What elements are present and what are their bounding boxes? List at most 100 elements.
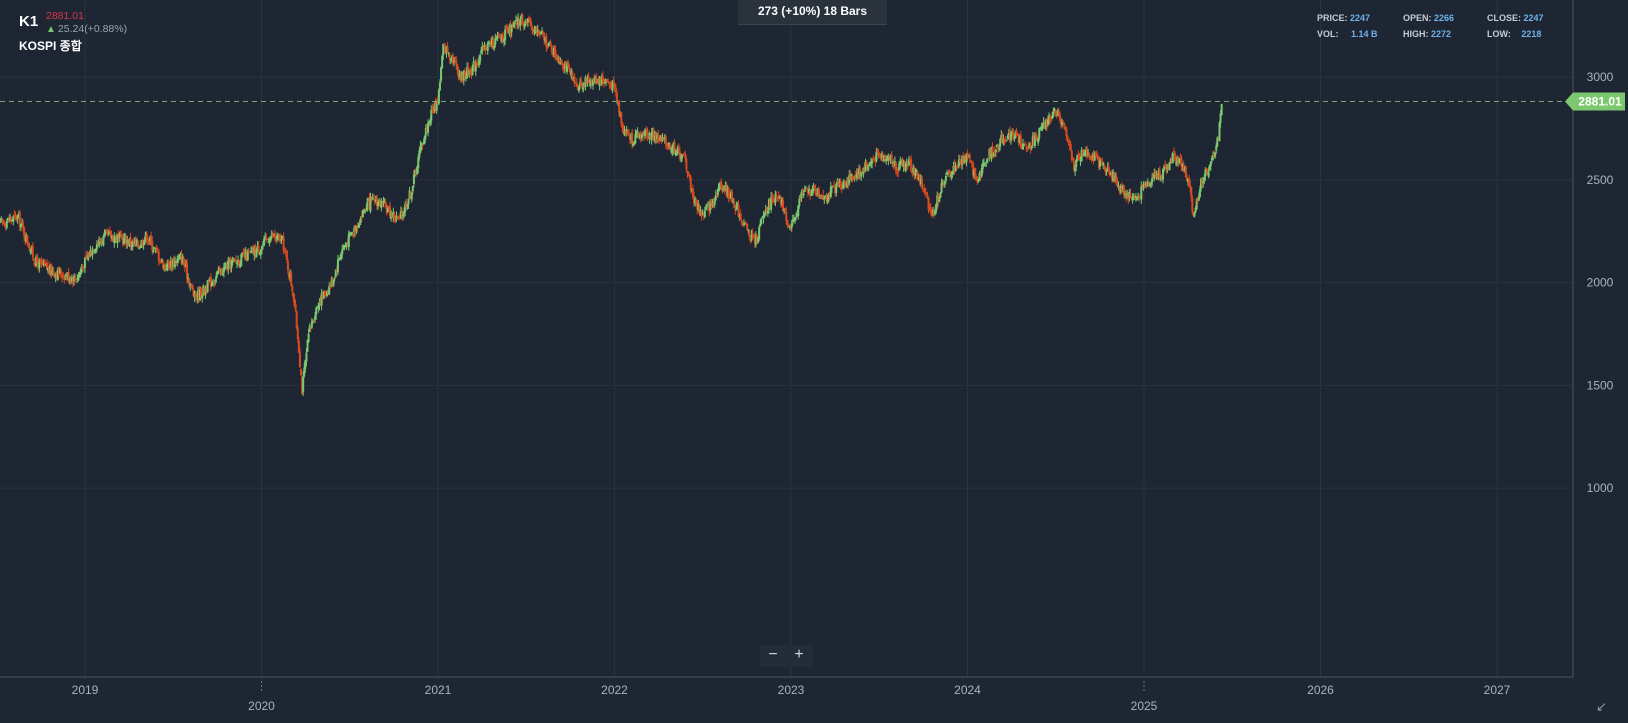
candle-body bbox=[376, 199, 379, 206]
candle-body bbox=[1130, 196, 1133, 199]
candle-body bbox=[140, 240, 143, 248]
zoom-out-button[interactable]: − bbox=[768, 646, 778, 663]
candle-body bbox=[548, 41, 551, 43]
candle-body bbox=[649, 134, 652, 140]
candle-body bbox=[672, 142, 675, 150]
candle-body bbox=[217, 268, 220, 270]
candle-body bbox=[684, 154, 687, 159]
candle-body bbox=[1081, 149, 1084, 155]
candle-body bbox=[48, 265, 51, 273]
candle-body bbox=[324, 293, 327, 295]
candle-body bbox=[189, 283, 192, 286]
candle-body bbox=[922, 189, 925, 191]
candle-body bbox=[614, 87, 617, 93]
candle-body bbox=[823, 196, 826, 200]
candle-body bbox=[127, 242, 130, 246]
candle-body bbox=[270, 233, 273, 235]
candle-body bbox=[1175, 162, 1178, 164]
candle-body bbox=[300, 368, 303, 376]
candle-body bbox=[303, 367, 306, 376]
zoom-controls bbox=[760, 645, 813, 667]
candle-body bbox=[1049, 116, 1052, 122]
candle-body bbox=[880, 153, 883, 159]
candle-body bbox=[6, 217, 9, 222]
candle-body bbox=[146, 239, 149, 242]
last-price-label: 2881.01 bbox=[1578, 95, 1622, 109]
candle-body bbox=[845, 181, 848, 186]
candle-body bbox=[126, 240, 129, 245]
candle-body bbox=[328, 286, 331, 295]
candle-body bbox=[910, 159, 913, 172]
candle-body bbox=[89, 250, 92, 257]
candle-body bbox=[716, 189, 719, 195]
candle-body bbox=[551, 51, 554, 56]
candle-body bbox=[636, 131, 639, 134]
candle-body bbox=[886, 159, 889, 161]
collapse-icon[interactable]: ↙ bbox=[1596, 699, 1607, 714]
x-tick-label: 2026 bbox=[1307, 683, 1334, 697]
candle-body bbox=[224, 266, 227, 269]
candle-body bbox=[117, 233, 120, 236]
candle-body bbox=[1070, 151, 1073, 161]
candle-body bbox=[1045, 118, 1048, 127]
candle-body bbox=[981, 163, 984, 170]
candle-body bbox=[254, 246, 257, 255]
candle-body bbox=[72, 279, 75, 283]
candle-body bbox=[1100, 159, 1103, 161]
candle-body bbox=[894, 162, 897, 172]
candle-body bbox=[385, 206, 388, 215]
candle-body bbox=[320, 293, 323, 306]
candle-body bbox=[383, 201, 386, 203]
candle-body bbox=[139, 245, 142, 248]
candle-body bbox=[993, 151, 996, 154]
zoom-in-button[interactable]: + bbox=[794, 646, 804, 663]
candle-body bbox=[44, 264, 47, 266]
candle-body bbox=[1025, 147, 1028, 149]
candle-body bbox=[576, 85, 579, 90]
candle-body bbox=[1000, 134, 1003, 139]
candle-body bbox=[488, 41, 491, 45]
candle-body bbox=[262, 244, 265, 246]
candle-body bbox=[848, 174, 851, 184]
candle-body bbox=[904, 163, 907, 172]
candle-body bbox=[103, 232, 106, 237]
candle-body bbox=[1218, 122, 1221, 142]
candle-body bbox=[1096, 156, 1099, 161]
candle-body bbox=[330, 280, 333, 286]
candle-body bbox=[770, 196, 773, 210]
candle-body bbox=[257, 245, 260, 254]
candle-body bbox=[570, 71, 573, 75]
candle-body bbox=[564, 64, 567, 71]
candle-body bbox=[721, 185, 724, 192]
candle-body bbox=[624, 131, 627, 133]
candle-body bbox=[836, 181, 839, 184]
candle-body bbox=[999, 139, 1002, 147]
candle-body bbox=[31, 245, 34, 258]
candle-body bbox=[759, 223, 762, 227]
candle-body bbox=[434, 101, 437, 110]
candle-body bbox=[902, 164, 905, 168]
candle-body bbox=[38, 260, 41, 268]
candle-body bbox=[755, 235, 758, 243]
candle-body bbox=[820, 194, 823, 198]
candle-body bbox=[688, 174, 691, 178]
candle-body bbox=[1066, 136, 1069, 141]
candle-body bbox=[100, 241, 103, 244]
candle-body bbox=[457, 70, 460, 77]
candle-body bbox=[534, 26, 537, 31]
candle-body bbox=[533, 28, 536, 32]
candle-body bbox=[644, 129, 647, 136]
candle-body bbox=[238, 260, 241, 266]
candle-body bbox=[856, 170, 859, 175]
candle-body bbox=[280, 239, 283, 241]
candle-body bbox=[54, 273, 57, 278]
candle-body bbox=[360, 215, 363, 217]
candle-body bbox=[420, 143, 423, 147]
candle-body bbox=[226, 265, 229, 270]
candle-body bbox=[517, 18, 520, 26]
candle-body bbox=[1080, 149, 1083, 162]
candle-body bbox=[293, 298, 296, 307]
candle-body bbox=[606, 79, 609, 83]
candle-body bbox=[652, 130, 655, 141]
